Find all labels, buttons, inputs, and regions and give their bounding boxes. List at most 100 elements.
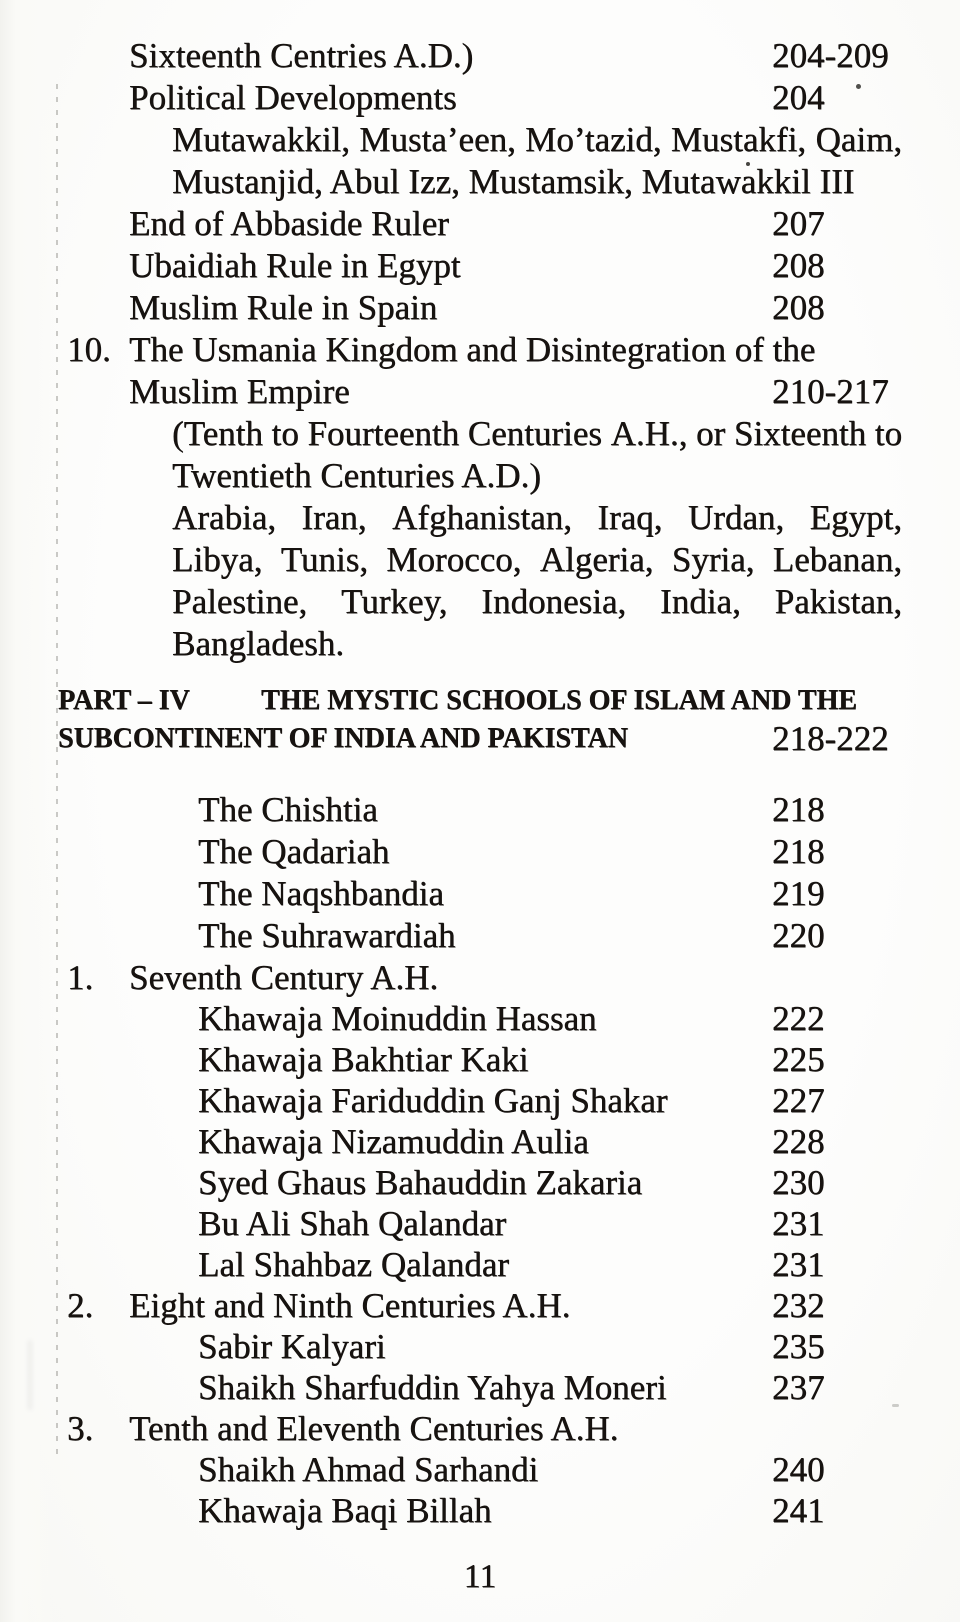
toc-row: PART – IV THE MYSTIC SCHOOLS OF ISLAM AND… (0, 682, 960, 720)
toc-row: Twentieth Centuries A.D.) (0, 455, 960, 497)
toc-row: Lal Shahbaz Qalandar 231 (0, 1244, 960, 1285)
toc-row: Bangladesh. (0, 623, 960, 665)
toc-row: Libya, Tunis, Morocco, Algeria, Syria, Lebana… (0, 539, 960, 581)
toc-row: Khawaja Nizamuddin Aulia 228 (0, 1121, 960, 1162)
toc-row: End of Abbaside Ruler 207 (0, 203, 960, 245)
toc-row: Ubaidiah Rule in Egypt 208 (0, 245, 960, 287)
toc-row: Shaikh Sharfuddin Yahya Moneri 237 (0, 1367, 960, 1408)
toc-entry-label: Khawaja Nizamuddin Aulia (198, 1122, 589, 1161)
toc-entry-label: Palestine, Turkey, Indonesia, India, Pakista… (172, 582, 902, 621)
toc-row: Khawaja Bakhtiar Kaki 225 (0, 1039, 960, 1080)
toc-page-number: 227 (772, 1081, 825, 1120)
toc-entry-label: Eight and Ninth Centuries A.H. (129, 1286, 571, 1325)
toc-item-number: 3. (67, 1409, 94, 1448)
table-of-contents: Sixteenth Centries A.D.) 204-209 Political… (0, 35, 960, 1531)
toc-page-number: 210-217 (772, 372, 889, 411)
toc-row: Khawaja Baqi Billah 241 (0, 1490, 960, 1531)
toc-entry-label: End of Abbaside Ruler (129, 204, 449, 243)
toc-row: Sabir Kalyari 235 (0, 1326, 960, 1367)
toc-entry-label: The Suhrawardiah (198, 916, 456, 955)
toc-entry-label: Shaikh Sharfuddin Yahya Moneri (198, 1368, 667, 1407)
toc-entry-label: Bu Ali Shah Qalandar (198, 1204, 507, 1243)
toc-page-number: 218 (772, 790, 825, 829)
toc-row: The Qadariah 218 (0, 831, 960, 873)
toc-entry-label: Khawaja Bakhtiar Kaki (198, 1040, 529, 1079)
scan-streak (28, 1340, 32, 1410)
toc-row: Syed Ghaus Bahauddin Zakaria 230 (0, 1162, 960, 1203)
toc-row: 3. Tenth and Eleventh Centuries A.H. (0, 1408, 960, 1449)
toc-entry-label: SUBCONTINENT OF INDIA AND PAKISTAN (58, 723, 628, 754)
toc-row: (Tenth to Fourteenth Centuries A.H., or Sixtee… (0, 413, 960, 455)
toc-entry-label: Khawaja Moinuddin Hassan (198, 999, 597, 1038)
toc-row: The Naqshbandia 219 (0, 873, 960, 915)
toc-page-number: 241 (772, 1491, 825, 1530)
toc-entry-label: Lal Shahbaz Qalandar (198, 1245, 509, 1284)
toc-entry-label: Mutawakkil, Musta’een, Mo’tazid, Mustakfi, Q… (172, 120, 902, 159)
toc-page-number: 240 (772, 1450, 825, 1489)
toc-section-gap (0, 758, 960, 789)
toc-row: Khawaja Fariduddin Ganj Shakar 227 (0, 1080, 960, 1121)
toc-row: SUBCONTINENT OF INDIA AND PAKISTAN 218-22… (0, 720, 960, 758)
toc-row: Shaikh Ahmad Sarhandi 240 (0, 1449, 960, 1490)
toc-page-number: 218-222 (772, 719, 889, 758)
toc-page-number: 231 (772, 1245, 825, 1284)
toc-row: Muslim Rule in Spain 208 (0, 287, 960, 329)
toc-entry-label: Mustanjid, Abul Izz, Mustamsik, Mutawakk… (172, 162, 855, 201)
toc-page-number: 208 (772, 246, 825, 285)
scan-speck (746, 162, 750, 166)
toc-entry-label: Khawaja Baqi Billah (198, 1491, 492, 1530)
toc-row: Sixteenth Centries A.D.) 204-209 (0, 35, 960, 77)
toc-page-number: 207 (772, 204, 825, 243)
toc-entry-label: Seventh Century A.H. (129, 958, 439, 997)
toc-page-number: 220 (772, 916, 825, 955)
toc-entry-label: (Tenth to Fourteenth Centuries A.H., or Sixtee… (172, 414, 902, 453)
toc-page-number: 218 (772, 832, 825, 871)
toc-page-number: 204-209 (772, 36, 889, 75)
toc-entry-label: Libya, Tunis, Morocco, Algeria, Syria, Lebana… (172, 540, 902, 579)
toc-entry-label: Muslim Empire (129, 372, 350, 411)
toc-entry-label: The Usmania Kingdom and Disintegration o… (129, 330, 816, 369)
toc-entry-label: The Chishtia (198, 790, 378, 829)
toc-page-number: 237 (772, 1368, 825, 1407)
toc-row: 10. The Usmania Kingdom and Disintegratio… (0, 329, 960, 371)
toc-entry-label: The Naqshbandia (198, 874, 444, 913)
gutter-dotted-rule (56, 84, 58, 1456)
toc-entry-label: Twentieth Centuries A.D.) (172, 456, 541, 495)
toc-page-number: 225 (772, 1040, 825, 1079)
toc-row: 1. Seventh Century A.H. (0, 957, 960, 998)
toc-page-number: 219 (772, 874, 825, 913)
toc-page-number: 231 (772, 1204, 825, 1243)
toc-row: Mustanjid, Abul Izz, Mustamsik, Mutawakk… (0, 161, 960, 203)
toc-entry-label: Ubaidiah Rule in Egypt (129, 246, 461, 285)
toc-page-number: 222 (772, 999, 825, 1038)
toc-page-number: 230 (772, 1163, 825, 1202)
toc-entry-label: Khawaja Fariduddin Ganj Shakar (198, 1081, 668, 1120)
toc-row: Palestine, Turkey, Indonesia, India, Pakista… (0, 581, 960, 623)
toc-row: 2. Eight and Ninth Centuries A.H. 232 (0, 1285, 960, 1326)
toc-entry-label: Shaikh Ahmad Sarhandi (198, 1450, 539, 1489)
toc-page-number: 235 (772, 1327, 825, 1366)
toc-entry-label: Muslim Rule in Spain (129, 288, 438, 327)
toc-page-number: 204 (772, 78, 825, 117)
toc-page-number: 232 (772, 1286, 825, 1325)
toc-row: Khawaja Moinuddin Hassan 222 (0, 998, 960, 1039)
scan-speck (892, 1404, 899, 1407)
toc-row: Mutawakkil, Musta’een, Mo’tazid, Mustakfi, Q… (0, 119, 960, 161)
toc-entry-label: Bangladesh. (172, 624, 345, 663)
toc-item-number: PART – IV (58, 685, 190, 716)
toc-entry-label: Tenth and Eleventh Centuries A.H. (129, 1409, 619, 1448)
toc-section-gap (0, 665, 960, 682)
toc-row: Muslim Empire 210-217 (0, 371, 960, 413)
scan-speck (856, 84, 861, 89)
toc-row: The Suhrawardiah 220 (0, 915, 960, 957)
toc-entry-label: Syed Ghaus Bahauddin Zakaria (198, 1163, 643, 1202)
toc-entry-label: The Qadariah (198, 832, 390, 871)
toc-entry-label: THE MYSTIC SCHOOLS OF ISLAM AND THE (261, 685, 857, 716)
toc-page-number: 228 (772, 1122, 825, 1161)
toc-item-number: 1. (67, 958, 94, 997)
folio-page-number: 11 (463, 1558, 497, 1595)
toc-page-number: 208 (772, 288, 825, 327)
toc-entry-label: Arabia, Iran, Afghanistan, Iraq, Urdan, Egypt… (172, 498, 902, 537)
toc-entry-label: Political Developments (129, 78, 457, 117)
